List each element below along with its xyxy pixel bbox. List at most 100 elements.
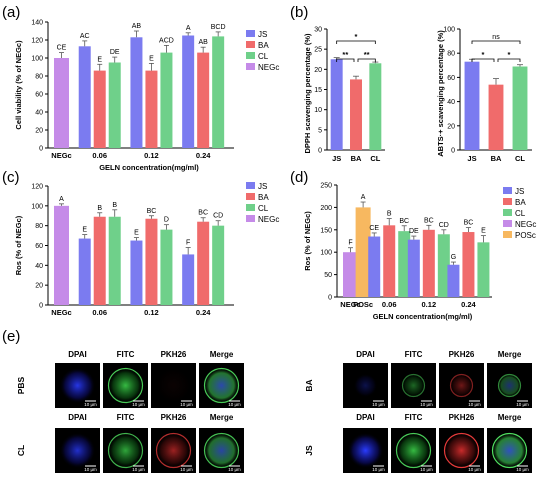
bar-ba xyxy=(462,232,475,297)
x-tick-label: NEGc xyxy=(340,300,360,309)
micrograph-row-label: CL xyxy=(16,445,26,456)
panel-label-d: (d) xyxy=(290,169,308,186)
micrograph-column-title: DPAI xyxy=(356,350,375,359)
y-tick-label: 25 xyxy=(314,47,322,54)
x-tick-label: BA xyxy=(491,154,502,163)
significance-label: AC xyxy=(80,33,90,40)
micrograph-row-label: PBS xyxy=(16,376,26,394)
x-tick-label: JS xyxy=(467,154,476,163)
significance-label: BC xyxy=(464,220,474,227)
micrograph-row-label: JS xyxy=(304,445,314,456)
y-tick-label: 50 xyxy=(324,272,332,279)
legend-swatch-ba xyxy=(246,193,255,200)
y-tick-label: 40 xyxy=(447,99,455,106)
x-axis-label: GELN concentration(mg/ml) xyxy=(373,312,473,321)
bar-cl xyxy=(477,242,490,297)
micrograph-column-title: FITC xyxy=(405,350,423,359)
significance-mark: ** xyxy=(364,50,370,59)
cell-membrane xyxy=(497,373,522,398)
bar-ba xyxy=(350,79,362,150)
bar-cl xyxy=(108,62,121,148)
micrograph-column-title: FITC xyxy=(117,413,135,422)
scale-bar-label: 10 μm xyxy=(84,467,97,472)
y-axis-label: Ros (% of NEGc) xyxy=(303,211,312,271)
bar-ba xyxy=(488,84,504,150)
x-tick-label: 0.06 xyxy=(382,300,397,309)
x-tick-label: 0.06 xyxy=(92,151,107,160)
significance-label: DE xyxy=(409,228,419,235)
y-tick-label: 100 xyxy=(31,203,43,210)
bar-js xyxy=(464,61,480,150)
scale-bar-label: 10 μm xyxy=(132,467,145,472)
x-tick-label: 0.24 xyxy=(196,151,211,160)
bar-cl xyxy=(212,36,225,148)
significance-label: DE xyxy=(110,49,120,56)
x-tick-label: BA xyxy=(351,154,362,163)
legend-label-negc: NEGc xyxy=(258,215,279,224)
legend-swatch-ba xyxy=(246,41,255,48)
significance-label: E xyxy=(97,56,102,63)
cell-fluorescence xyxy=(203,432,240,469)
legend-label-negc: NEGc xyxy=(515,220,536,229)
legend-swatch-js xyxy=(503,187,512,194)
bar-ba xyxy=(93,216,106,305)
y-tick-label: 60 xyxy=(35,243,43,250)
x-tick-label: POSc xyxy=(353,300,373,309)
y-tick-label: 20 xyxy=(35,128,43,135)
legend-label-cl: CL xyxy=(258,52,269,61)
scale-bar-label: 10 μm xyxy=(180,402,193,407)
x-tick-label: 0.12 xyxy=(422,300,437,309)
significance-label: E xyxy=(134,230,139,237)
cell-fluorescence xyxy=(155,432,192,469)
y-tick-label: 10 xyxy=(314,107,322,114)
y-tick-label: 0 xyxy=(328,295,332,302)
significance-label: B xyxy=(387,211,392,218)
y-tick-label: 60 xyxy=(35,92,43,99)
bar-js xyxy=(78,46,91,148)
significance-mark: * xyxy=(482,50,485,59)
x-tick-label: JS xyxy=(332,154,341,163)
legend-swatch-negc xyxy=(246,215,255,222)
scale-bar-label: 10 μm xyxy=(84,402,97,407)
cell-fluorescence xyxy=(353,373,378,398)
cell-membrane xyxy=(107,367,144,404)
y-tick-label: 40 xyxy=(35,263,43,270)
y-tick-label: 140 xyxy=(31,20,43,27)
cell-fluorescence xyxy=(497,373,522,398)
bar-js xyxy=(368,236,381,297)
y-tick-label: 0 xyxy=(39,146,43,153)
y-axis-label: DPPH scavenging percentage (%) xyxy=(303,33,312,154)
significance-bracket xyxy=(336,58,355,62)
y-tick-label: 20 xyxy=(447,123,455,130)
y-axis-label: Ros (% of NEGc) xyxy=(14,215,23,275)
scale-bar-label: 10 μm xyxy=(420,402,433,407)
cell-fluorescence xyxy=(203,367,240,404)
y-tick-label: 150 xyxy=(320,227,332,234)
cell-fluorescence xyxy=(59,367,96,404)
bar-ba xyxy=(422,229,435,297)
x-tick-label: NEGc xyxy=(51,151,71,160)
chart-c: 0 20 40 60 80 100 120 Ros (% of NEGc) A NEGc E B B 0.… xyxy=(14,182,279,317)
panel-label-c: (c) xyxy=(2,169,20,186)
cell-fluorescence xyxy=(449,373,474,398)
significance-label: D xyxy=(164,217,169,224)
bar-js xyxy=(130,240,143,305)
legend-swatch-cl xyxy=(246,204,255,211)
legend-swatch-posc xyxy=(503,231,512,238)
bar-js xyxy=(182,254,195,305)
scale-bar-label: 10 μm xyxy=(372,467,385,472)
y-tick-label: 120 xyxy=(31,38,43,45)
x-tick-label: CL xyxy=(370,154,380,163)
micrograph-column-title: Merge xyxy=(210,413,234,422)
significance-label: A xyxy=(186,25,191,32)
scale-bar-label: 10 μm xyxy=(180,467,193,472)
micrograph-column-title: Merge xyxy=(210,350,234,359)
x-tick-label: 0.24 xyxy=(461,300,476,309)
bar-ba xyxy=(145,218,158,305)
micrograph-column-title: Merge xyxy=(498,413,522,422)
scale-bar-label: 10 μm xyxy=(420,467,433,472)
cell-membrane xyxy=(155,432,192,469)
significance-label: BC xyxy=(399,218,409,225)
